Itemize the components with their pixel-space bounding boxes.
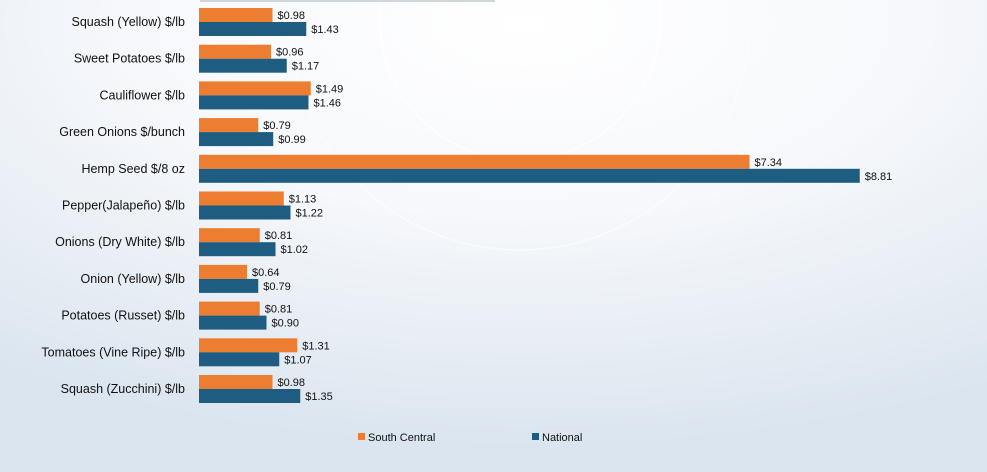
category-label: Pepper(Jalapeño) $/lb [62,199,185,213]
data-label-national: $1.02 [281,244,309,256]
data-label-national: $0.90 [272,318,300,330]
bar-national [199,22,307,36]
bar-south-central [199,81,311,96]
bars [199,8,860,403]
bar-national [199,278,259,293]
data-label-national: $1.35 [305,391,333,403]
category-label: Squash (Yellow) $/lb [72,15,186,29]
data-label-south-central: $0.81 [265,230,293,242]
data-label-south-central: $1.13 [289,194,317,206]
legend: South Central National [358,432,582,444]
bar-national [199,168,860,183]
data-label-national: $1.43 [311,24,339,36]
data-label-south-central: $0.98 [278,377,306,389]
bar-south-central [199,301,260,316]
legend-swatch-national [532,433,539,440]
data-label-south-central: $0.79 [263,120,291,132]
bar-national [199,58,287,73]
data-label-national: $0.99 [278,134,306,146]
category-label: Hemp Seed $/8 oz [81,162,185,176]
legend-label-south-central: South Central [368,432,435,444]
bar-south-central [199,375,273,389]
data-label-south-central: $1.31 [302,340,330,352]
bar-south-central [199,118,259,133]
data-label-south-central: $1.49 [316,83,344,95]
data-label-national: $0.79 [263,281,291,293]
bar-south-central [199,191,284,206]
data-labels: $0.98 $1.43 $0.96 $1.17 $1.49 $1.46 $0.79 $0.99… [252,10,892,403]
data-label-south-central: $7.34 [755,157,783,169]
bar-south-central [199,228,260,243]
data-label-national: $1.07 [284,354,312,366]
category-label: Sweet Potatoes $/lb [74,52,185,66]
bar-national [199,315,267,330]
category-label: Onions (Dry White) $/lb [55,235,185,249]
bar-south-central [199,338,298,353]
bar-national [199,132,274,147]
category-label: Tomatoes (Vine Ripe) $/lb [41,345,185,359]
bar-south-central [199,8,273,22]
bar-south-central [199,264,247,279]
category-label: Cauliflower $/lb [100,88,186,102]
category-label: Onion (Yellow) $/lb [81,272,186,286]
bar-national [199,389,301,403]
category-label: Potatoes (Russet) $/lb [61,309,185,323]
data-label-national: $1.17 [292,61,320,73]
bar-south-central [199,154,750,169]
category-label: Squash (Zucchini) $/lb [61,382,185,396]
data-label-national: $1.46 [314,97,342,109]
bar-national [199,205,291,220]
data-label-south-central: $0.64 [252,267,280,279]
data-label-south-central: $0.96 [276,47,304,59]
data-label-south-central: $0.81 [265,304,293,316]
bar-national [199,352,280,367]
data-label-national: $8.81 [865,171,893,183]
legend-swatch-south-central [358,433,365,440]
data-label-south-central: $0.98 [278,10,306,22]
legend-label-national: National [542,432,582,444]
data-label-national: $1.22 [296,208,324,220]
category-label: Green Onions $/bunch [59,125,185,139]
bar-south-central [199,44,271,59]
bar-national [199,95,309,110]
category-labels: Squash (Yellow) $/lb Sweet Potatoes $/lb C… [41,15,185,396]
bar-national [199,242,276,257]
